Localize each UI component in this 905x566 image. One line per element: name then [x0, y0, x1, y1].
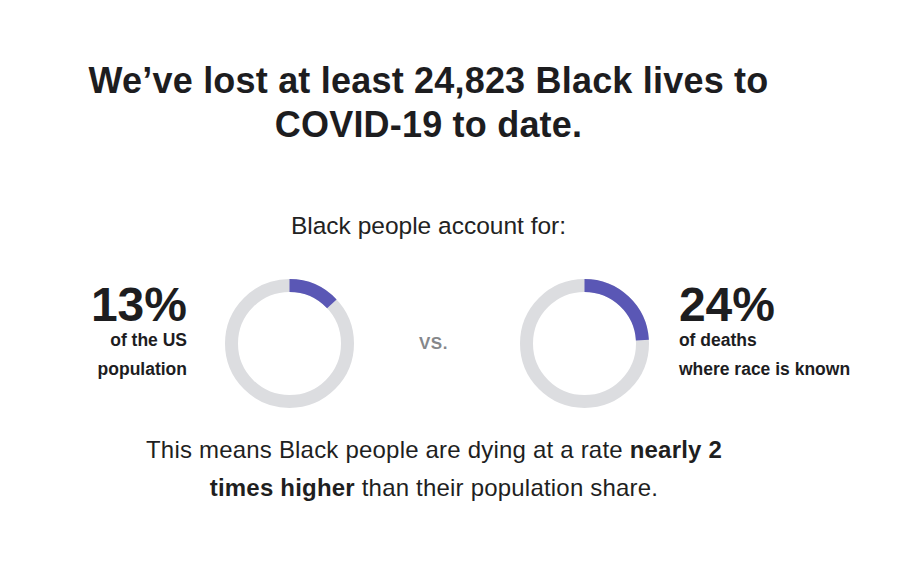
stat-us-population: 13% of the US population [87, 284, 187, 383]
subtitle: Black people account for: [0, 212, 857, 240]
headline-line-1: We’ve lost at least 24,823 Black lives t… [39, 59, 819, 103]
vs-label: vs. [419, 334, 448, 354]
footer-post: than their population share. [355, 474, 658, 501]
headline-line-2: COVID-19 to date. [39, 103, 819, 147]
headline: We’ve lost at least 24,823 Black lives t… [39, 59, 819, 147]
stat-label-us-2: population [87, 355, 187, 384]
infographic: We’ve lost at least 24,823 Black lives t… [0, 59, 857, 507]
stat-value-us: 13% [87, 284, 187, 326]
comparison-row: 13% of the US population vs. 24% of deat… [87, 279, 857, 408]
donut-chart-deaths [520, 279, 649, 408]
footer-note: This means Black people are dying at a r… [134, 431, 734, 507]
stat-deaths: 24% of deaths where race is known [679, 284, 850, 383]
stat-value-deaths: 24% [679, 284, 850, 326]
donut-chart-us-population [225, 279, 354, 408]
footer-pre: This means Black people are dying at a r… [146, 436, 630, 463]
stat-label-deaths-2: where race is known [679, 355, 850, 384]
